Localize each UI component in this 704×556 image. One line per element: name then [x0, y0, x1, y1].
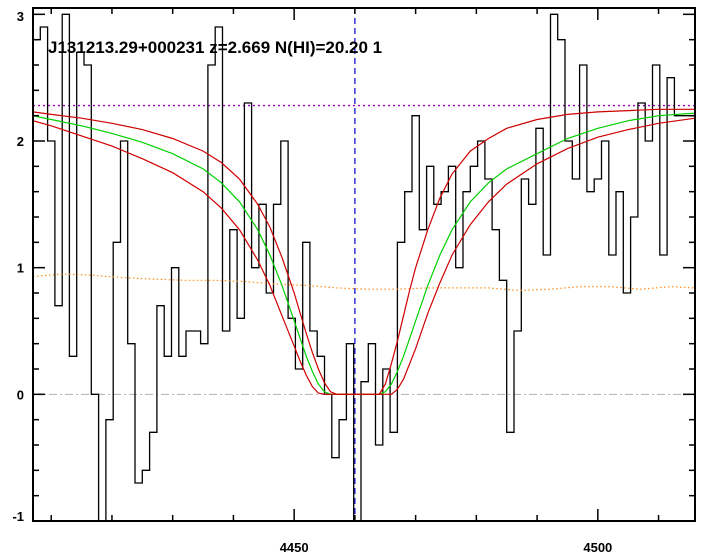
series-line-4 [33, 117, 695, 395]
y-tick-label: -1 [12, 509, 24, 524]
x-tick-label: 4450 [280, 540, 309, 555]
reference-lines [33, 8, 695, 521]
tick-labels: 4450 4500 -1 0 1 2 3 [12, 9, 612, 555]
tick-marks [33, 8, 695, 522]
plot-frame [32, 7, 696, 522]
y-tick-label: 3 [17, 9, 24, 24]
series-line-3 [33, 108, 695, 395]
x-tick-label: 4500 [583, 540, 612, 555]
y-tick-label: 2 [17, 134, 24, 149]
series-line-2 [33, 112, 695, 395]
series-group [33, 13, 695, 521]
y-tick-label: 1 [17, 261, 24, 276]
series-line-0 [33, 13, 695, 521]
series-line-1 [33, 273, 695, 292]
axes [32, 7, 696, 522]
chart-title: J131213.29+000231 z=2.669 N(HI)=20.20 1 [48, 38, 382, 57]
y-tick-label: 0 [17, 387, 24, 402]
